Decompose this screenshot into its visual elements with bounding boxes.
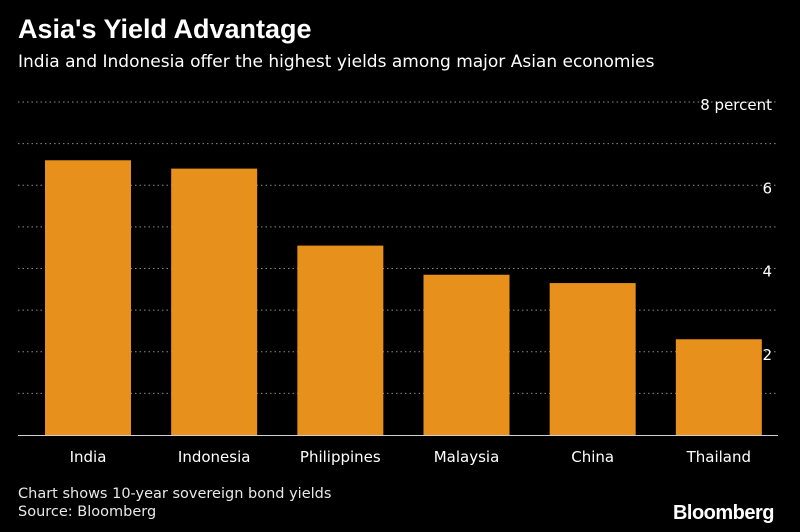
chart-title: Asia's Yield Advantage (18, 14, 312, 44)
bar-philippines (297, 245, 384, 435)
y-tick-label: 6 (762, 179, 772, 197)
bar-thailand (675, 339, 762, 435)
x-tick-label: India (70, 448, 107, 466)
x-tick-label: Philippines (300, 448, 381, 466)
bar-indonesia (171, 168, 258, 435)
x-tick-labels: India Indonesia Philippines Malaysia China Th… (70, 448, 751, 466)
y-tick-label: 4 (762, 263, 772, 281)
x-tick-label: Thailand (686, 448, 751, 466)
bloomberg-logo: Bloomberg (672, 502, 775, 524)
bars (45, 160, 762, 435)
gridlines (18, 101, 778, 394)
bar-china (549, 283, 636, 435)
x-tick-label: Malaysia (434, 448, 500, 466)
y-tick-labels: 2 4 6 8 percent (700, 96, 772, 364)
chart-source: Source: Bloomberg (18, 504, 157, 520)
bar-chart: 2 4 6 8 percent India Indonesia Philippines Ma… (18, 96, 778, 466)
bar-india (45, 160, 131, 435)
chart-footnote: Chart shows 10-year sovereign bond yield… (18, 486, 332, 502)
x-tick-label: China (571, 448, 614, 466)
y-tick-label: 8 percent (700, 96, 772, 114)
x-tick-label: Indonesia (178, 448, 251, 466)
chart-subtitle: India and Indonesia offer the highest yi… (18, 52, 655, 72)
bar-malaysia (423, 274, 510, 435)
y-tick-label: 2 (762, 346, 772, 364)
